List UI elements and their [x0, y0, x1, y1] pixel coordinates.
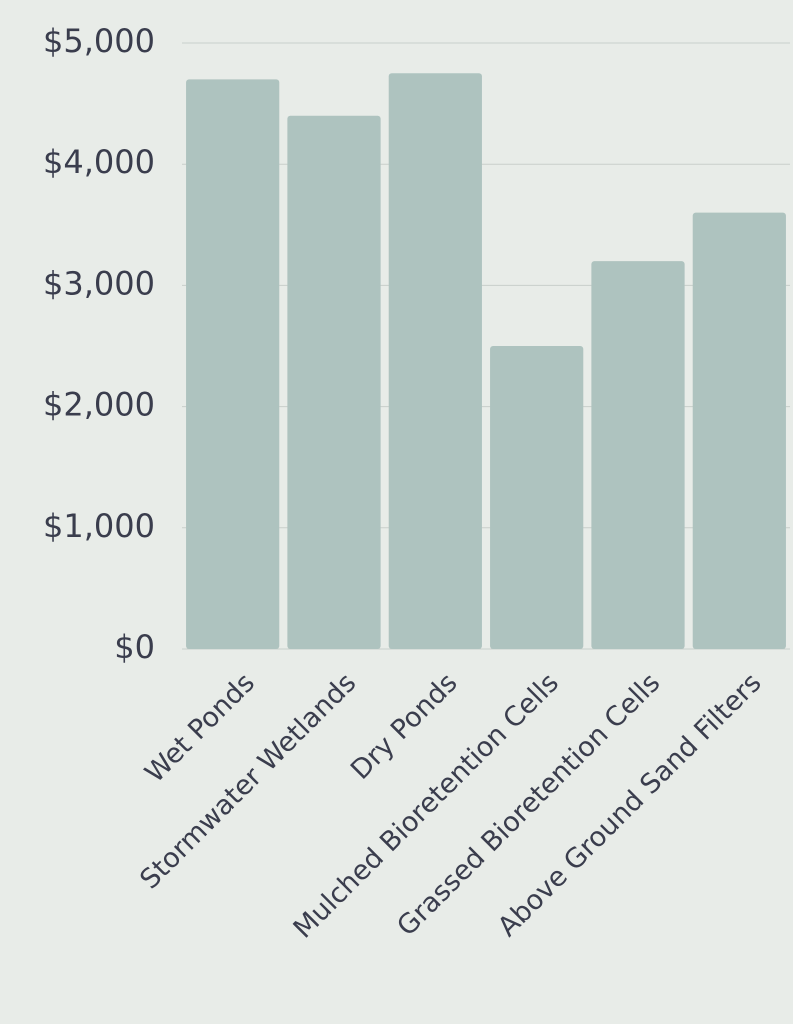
y-tick-label: $1,000 [43, 507, 155, 545]
y-tick-label: $0 [114, 628, 155, 666]
bar [490, 346, 584, 649]
bar [186, 79, 280, 650]
y-tick-label: $2,000 [43, 386, 155, 424]
y-tick-label: $3,000 [43, 264, 155, 302]
bar [591, 261, 685, 649]
bar [388, 73, 482, 650]
bar [692, 212, 786, 649]
y-tick-label: $5,000 [43, 22, 155, 60]
bar [287, 115, 381, 650]
y-tick-label: $4,000 [43, 143, 155, 181]
